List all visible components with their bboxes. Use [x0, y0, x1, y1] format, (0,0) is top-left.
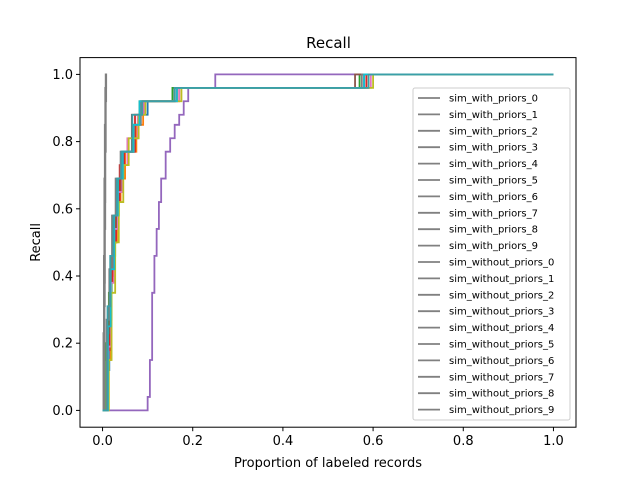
series-layer: [102, 73, 554, 412]
legend-label: sim_with_priors_0: [449, 94, 538, 105]
legend-label: sim_without_priors_8: [449, 389, 554, 400]
legend-label: sim_without_priors_3: [449, 307, 554, 318]
legend-label: sim_without_priors_1: [449, 274, 554, 285]
legend-label: sim_with_priors_5: [449, 176, 538, 187]
legend-label: sim_with_priors_2: [449, 126, 538, 137]
y-tick-label: 0.0: [52, 404, 73, 419]
y-tick-label: 0.4: [52, 270, 73, 285]
legend-box: [412, 87, 571, 421]
legend-label: sim_without_priors_5: [449, 340, 554, 351]
y-tick-label: 0.6: [52, 202, 73, 217]
y-axis-ticks: 0.0 0.2 0.4 0.6 0.8 1.0: [52, 68, 80, 419]
legend-label: sim_with_priors_4: [449, 159, 538, 170]
series-line: [102, 73, 554, 412]
legend-label: sim_without_priors_7: [449, 372, 554, 383]
x-tick-label: 0.0: [92, 434, 113, 449]
legend-label: sim_without_priors_9: [449, 405, 554, 416]
legend-label: sim_without_priors_4: [449, 323, 554, 334]
series-line: [102, 73, 108, 412]
series-line: [102, 73, 554, 412]
x-axis-ticks: 0.0 0.2 0.4 0.6 0.8 1.0: [92, 427, 564, 449]
series-line: [102, 73, 554, 412]
x-axis-label: Proportion of labeled records: [234, 456, 422, 471]
x-tick-label: 0.4: [273, 434, 294, 449]
x-tick-label: 0.8: [453, 434, 474, 449]
legend-label: sim_with_priors_3: [449, 143, 538, 154]
plot-border: [79, 57, 577, 428]
legend-label: sim_without_priors_0: [449, 258, 554, 269]
legend-label: sim_without_priors_6: [449, 356, 554, 367]
legend-label: sim_with_priors_9: [449, 241, 538, 252]
legend-label: sim_with_priors_8: [449, 225, 538, 236]
x-tick-label: 0.6: [363, 434, 384, 449]
y-axis-label: Recall: [29, 223, 44, 262]
x-tick-label: 1.0: [543, 434, 564, 449]
legend: sim_with_priors_0 sim_with_priors_1 sim_wi…: [412, 87, 571, 421]
chart-title: Recall: [306, 34, 351, 52]
legend-label: sim_with_priors_7: [449, 208, 538, 219]
y-tick-label: 0.8: [52, 135, 73, 150]
legend-label: sim_without_priors_2: [449, 290, 554, 301]
x-tick-label: 0.2: [182, 434, 203, 449]
y-tick-label: 0.2: [52, 337, 73, 352]
y-tick-label: 1.0: [52, 68, 73, 83]
legend-label: sim_with_priors_1: [449, 110, 538, 121]
legend-items: sim_with_priors_0 sim_with_priors_1 sim_wi…: [418, 94, 554, 416]
legend-label: sim_with_priors_6: [449, 192, 538, 203]
